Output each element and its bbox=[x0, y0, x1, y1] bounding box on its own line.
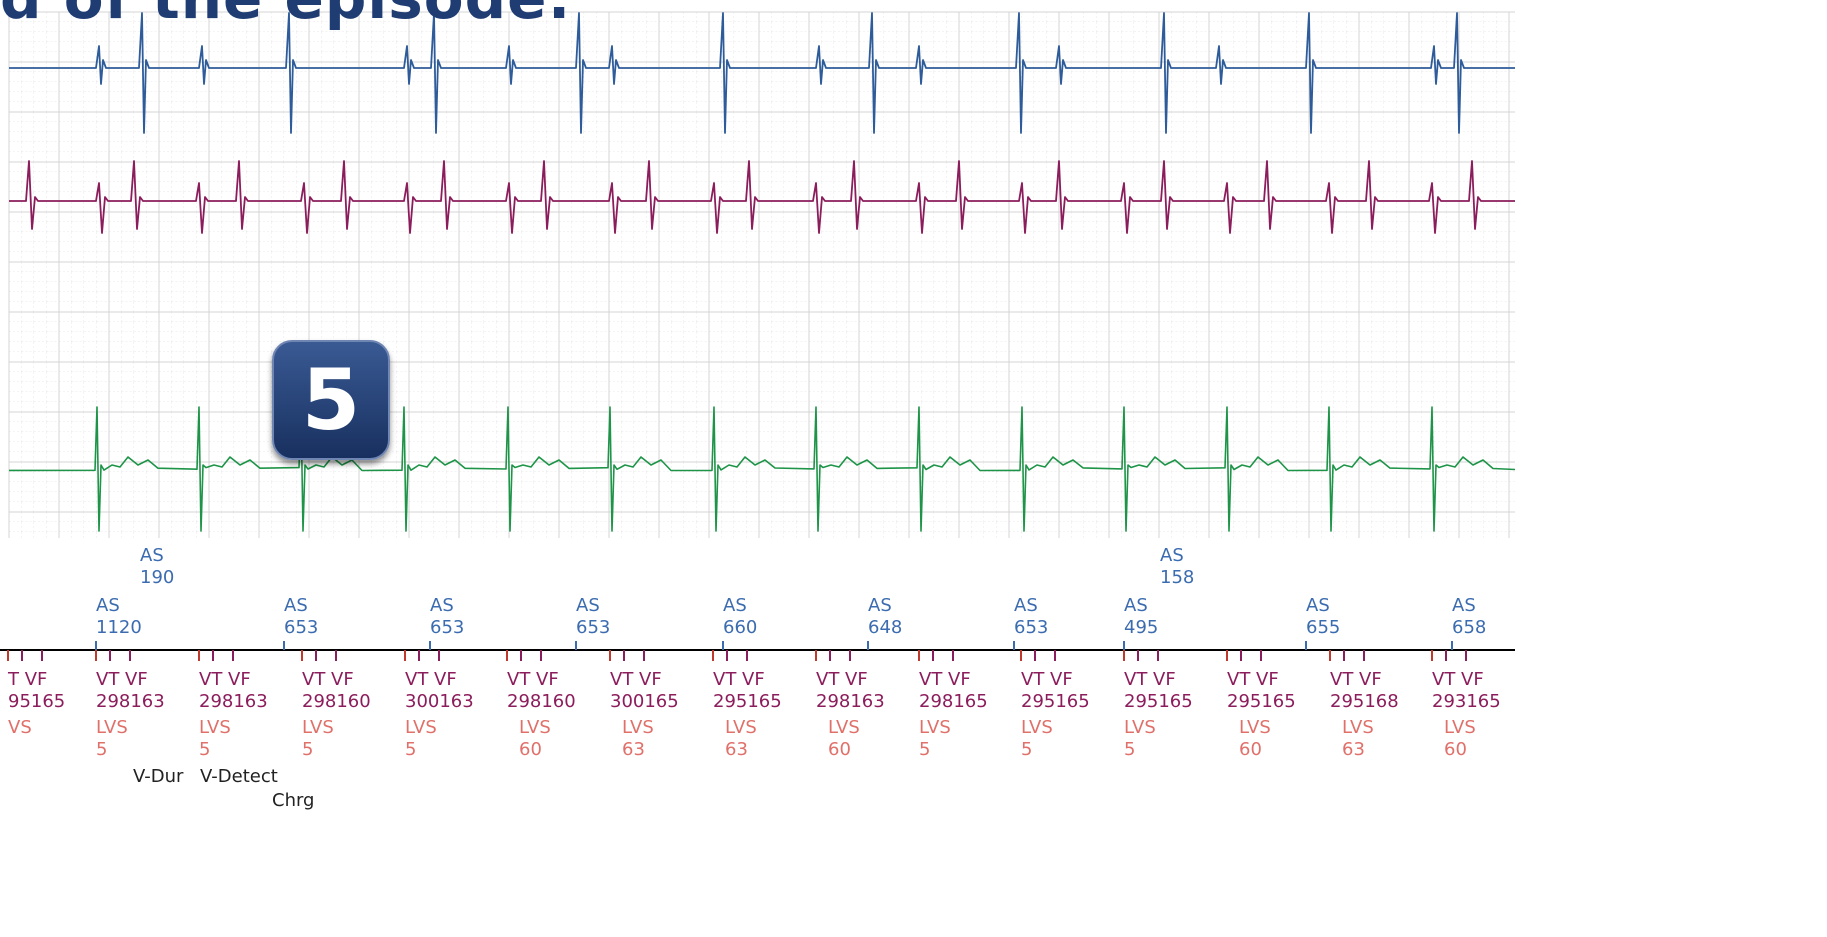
lvs-marker-value: 5 bbox=[1021, 739, 1032, 760]
atrial-interval-value: 653 bbox=[576, 617, 610, 638]
ecg-trace-1 bbox=[9, 12, 1515, 134]
event-label: V-Dur bbox=[133, 766, 184, 787]
atrial-interval-value: 495 bbox=[1124, 617, 1158, 638]
atrial-interval-value: 655 bbox=[1306, 617, 1340, 638]
ventricular-marker-label: T VF bbox=[7, 669, 47, 690]
atrial-marker-label: AS bbox=[96, 595, 120, 616]
atrial-marker-label: AS bbox=[140, 545, 164, 566]
lvs-marker-value: 5 bbox=[199, 739, 210, 760]
ventricular-marker-label: VT VF bbox=[507, 669, 559, 690]
ecg-trace-3 bbox=[8, 406, 1516, 532]
atrial-marker-label: AS bbox=[1124, 595, 1148, 616]
lvs-marker-value: 5 bbox=[302, 739, 313, 760]
atrial-marker-label: AS bbox=[576, 595, 600, 616]
ventricular-marker-label: VT VF bbox=[1330, 669, 1382, 690]
ventricular-interval-value: 298160 bbox=[507, 691, 576, 712]
ventricular-marker-label: VT VF bbox=[405, 669, 457, 690]
atrial-interval-value: 158 bbox=[1160, 567, 1194, 588]
ventricular-interval-value: 295165 bbox=[713, 691, 782, 712]
atrial-interval-value: 658 bbox=[1452, 617, 1486, 638]
lvs-marker-label: LVS bbox=[1444, 717, 1476, 738]
ventricular-interval-value: 295165 bbox=[1124, 691, 1193, 712]
ventricular-marker-label: VT VF bbox=[919, 669, 971, 690]
ventricular-interval-value: 300163 bbox=[405, 691, 474, 712]
ventricular-interval-value: 298163 bbox=[199, 691, 268, 712]
lvs-marker-label: LVS bbox=[725, 717, 757, 738]
slide-title: d of the episode: bbox=[0, 0, 572, 32]
ventricular-marker-label: VT VF bbox=[302, 669, 354, 690]
atrial-interval-value: 190 bbox=[140, 567, 174, 588]
ventricular-marker-label: VT VF bbox=[1021, 669, 1073, 690]
ventricular-marker-label: VT VF bbox=[1432, 669, 1484, 690]
ecg-traces bbox=[8, 12, 1516, 532]
atrial-marker-label: AS bbox=[284, 595, 308, 616]
lvs-marker-value: 5 bbox=[919, 739, 930, 760]
ventricular-marker-label: VT VF bbox=[713, 669, 765, 690]
lvs-marker-value: 60 bbox=[1444, 739, 1467, 760]
step-number-badge: 5 bbox=[272, 340, 390, 460]
lvs-marker-label: LVS bbox=[96, 717, 128, 738]
event-label: V-Detect bbox=[200, 766, 278, 787]
lvs-marker-label: LVS bbox=[1342, 717, 1374, 738]
lvs-marker-label: LVS bbox=[828, 717, 860, 738]
atrial-marker-label: AS bbox=[1014, 595, 1038, 616]
lvs-marker-label: LVS bbox=[1239, 717, 1271, 738]
lvs-marker-value: 5 bbox=[405, 739, 416, 760]
marker-channel bbox=[7, 641, 1467, 661]
lvs-marker-label: LVS bbox=[1021, 717, 1053, 738]
lvs-marker-value: 63 bbox=[725, 739, 748, 760]
lvs-marker-label: LVS bbox=[919, 717, 951, 738]
ventricular-marker-label: VT VF bbox=[96, 669, 148, 690]
ecg-trace-2 bbox=[9, 160, 1515, 234]
lvs-marker-label: LVS bbox=[405, 717, 437, 738]
ventricular-interval-value: 300165 bbox=[610, 691, 679, 712]
lvs-marker-value: 60 bbox=[519, 739, 542, 760]
atrial-marker-label: AS bbox=[1160, 545, 1184, 566]
ventricular-interval-value: 295165 bbox=[1021, 691, 1090, 712]
lvs-marker-label: LVS bbox=[199, 717, 231, 738]
atrial-interval-value: 653 bbox=[1014, 617, 1048, 638]
ventricular-interval-value: 298165 bbox=[919, 691, 988, 712]
atrial-marker-label: AS bbox=[1452, 595, 1476, 616]
lvs-marker-label: LVS bbox=[519, 717, 551, 738]
lvs-marker-label: LVS bbox=[1124, 717, 1156, 738]
ventricular-interval-value: 295165 bbox=[1227, 691, 1296, 712]
atrial-interval-value: 648 bbox=[868, 617, 902, 638]
atrial-marker-label: AS bbox=[868, 595, 892, 616]
atrial-interval-value: 1120 bbox=[96, 617, 142, 638]
ventricular-interval-value: 95165 bbox=[8, 691, 65, 712]
ventricular-marker-label: VT VF bbox=[1124, 669, 1176, 690]
atrial-marker-label: AS bbox=[723, 595, 747, 616]
atrial-interval-value: 653 bbox=[430, 617, 464, 638]
ventricular-interval-value: 298163 bbox=[816, 691, 885, 712]
ventricular-interval-value: 295168 bbox=[1330, 691, 1399, 712]
atrial-marker-label: AS bbox=[1306, 595, 1330, 616]
ventricular-marker-label: VT VF bbox=[1227, 669, 1279, 690]
chart-grid bbox=[8, 11, 1515, 538]
lvs-marker-value: 5 bbox=[1124, 739, 1135, 760]
lvs-marker-label: LVS bbox=[302, 717, 334, 738]
lvs-marker-value: 60 bbox=[828, 739, 851, 760]
lvs-marker-value: 5 bbox=[96, 739, 107, 760]
ventricular-marker-label: VT VF bbox=[816, 669, 868, 690]
lvs-marker-value: 63 bbox=[1342, 739, 1365, 760]
ventricular-interval-value: 298163 bbox=[96, 691, 165, 712]
marker-labels: AS190AS158AS1120AS653AS653AS653AS660AS64… bbox=[7, 545, 1501, 811]
ventricular-interval-value: 293165 bbox=[1432, 691, 1501, 712]
atrial-marker-label: AS bbox=[430, 595, 454, 616]
lvs-marker-value: 63 bbox=[622, 739, 645, 760]
lvs-marker-value: 60 bbox=[1239, 739, 1262, 760]
ventricular-interval-value: 298160 bbox=[302, 691, 371, 712]
ventricular-marker-label: VT VF bbox=[610, 669, 662, 690]
lvs-marker-label: VS bbox=[8, 717, 32, 738]
atrial-interval-value: 653 bbox=[284, 617, 318, 638]
ventricular-marker-label: VT VF bbox=[199, 669, 251, 690]
event-label: Chrg bbox=[272, 790, 315, 811]
lvs-marker-label: LVS bbox=[622, 717, 654, 738]
atrial-interval-value: 660 bbox=[723, 617, 757, 638]
